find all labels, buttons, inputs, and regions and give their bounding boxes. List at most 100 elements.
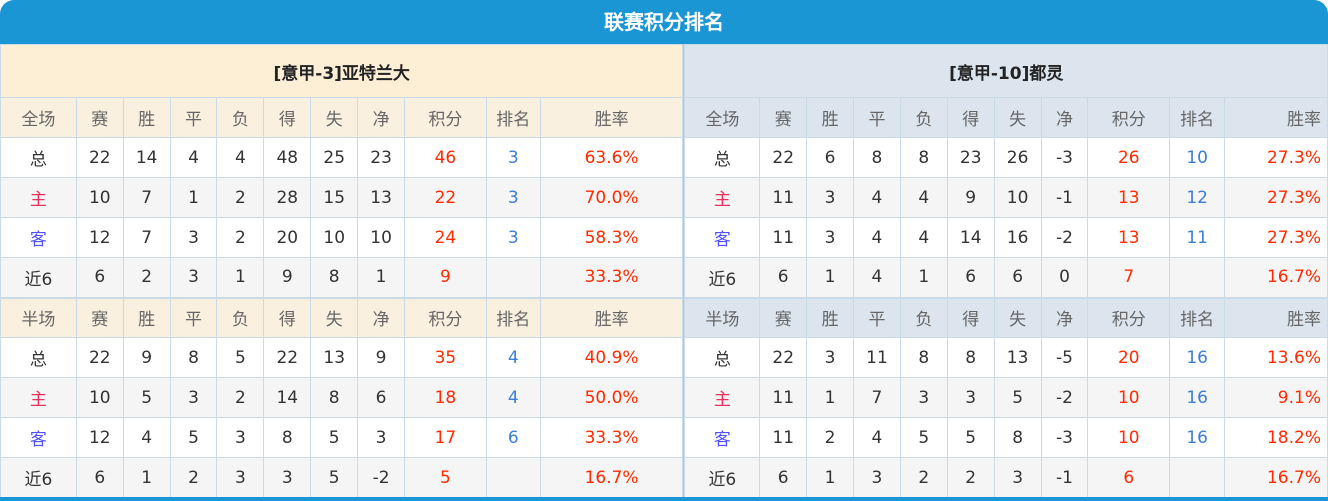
stat-cell: 11 [759, 417, 808, 458]
stat-cell: 25 [310, 137, 359, 178]
stat-cell: 11 [853, 337, 901, 378]
rank-cell [1169, 257, 1226, 298]
win-rate-cell: 33.3% [539, 257, 684, 298]
column-header: 净 [357, 97, 406, 138]
stat-cell: 1 [806, 377, 855, 418]
stat-cell: 4 [899, 177, 948, 218]
stat-cell: 13 [310, 337, 359, 378]
stat-cell: 6 [759, 457, 808, 497]
half-row-total: 总 22 3 11 8 8 13 -5 20 16 13.6% [684, 337, 1328, 378]
stat-cell: 14 [122, 137, 171, 178]
column-header: 失 [310, 296, 359, 338]
stat-cell: 4 [169, 137, 218, 178]
column-header: 净 [1040, 97, 1089, 138]
row-label: 客 [0, 217, 77, 258]
win-rate-cell: 50.0% [539, 377, 684, 418]
half-header-row: 半场赛胜平负得失净积分 排名 胜率 [684, 296, 1328, 338]
widget-title: 联赛积分排名 [0, 0, 1328, 44]
column-header: 平 [169, 296, 218, 338]
stat-cell: 1 [899, 257, 948, 298]
stat-cell: 2 [946, 457, 995, 497]
stat-cell: 22 [759, 337, 808, 378]
column-header: 失 [993, 97, 1042, 138]
full-header-row: 全场赛胜平负得失净积分 排名 胜率 [684, 97, 1328, 138]
column-header: 负 [216, 296, 265, 338]
stat-cell: 8 [993, 417, 1042, 458]
column-header: 排名 [1169, 296, 1226, 338]
stat-cell: 2 [899, 457, 948, 497]
stat-cell: 11 [759, 217, 808, 258]
stat-cell: 12 [75, 417, 124, 458]
stat-cell: 0 [1040, 257, 1089, 298]
column-header: 净 [357, 296, 406, 338]
rank-cell: 3 [485, 137, 541, 178]
row-label: 客 [684, 217, 761, 258]
stat-cell: -3 [1040, 417, 1089, 458]
rank-cell [1169, 457, 1226, 497]
column-header: 半场 [0, 296, 77, 338]
column-header: 排名 [485, 97, 541, 138]
column-header: 胜 [806, 97, 855, 138]
rank-cell: 10 [1169, 137, 1226, 178]
points-cell: 46 [404, 137, 487, 178]
rank-cell: 16 [1169, 377, 1226, 418]
stat-cell: 9 [263, 257, 312, 298]
column-header: 失 [310, 97, 359, 138]
row-label: 主 [684, 377, 761, 418]
stat-cell: 7 [853, 377, 901, 418]
stat-cell: 4 [853, 217, 901, 258]
stat-cell: 3 [946, 377, 995, 418]
stat-cell: 11 [759, 177, 808, 218]
stat-cell: 6 [357, 377, 406, 418]
stat-cell: -1 [1040, 457, 1089, 497]
column-header: 胜 [806, 296, 855, 338]
stat-cell: 28 [263, 177, 312, 218]
stat-cell: 8 [899, 337, 948, 378]
column-header: 积分 [404, 97, 487, 138]
column-header: 胜 [122, 97, 171, 138]
points-cell: 24 [404, 217, 487, 258]
points-cell: 10 [1087, 417, 1171, 458]
stat-cell: 14 [263, 377, 312, 418]
rank-cell [485, 457, 541, 497]
row-label: 总 [684, 337, 761, 378]
row-label: 总 [0, 137, 77, 178]
stat-cell: 4 [216, 137, 265, 178]
stat-cell: 22 [759, 137, 808, 178]
column-header: 负 [899, 296, 948, 338]
full-row-away: 客 11 3 4 4 14 16 -2 13 11 27.3% [684, 217, 1328, 258]
stat-cell: 8 [946, 337, 995, 378]
stat-cell: 8 [853, 137, 901, 178]
full-row-last6: 近6 6 1 4 1 6 6 0 7 16.7% [684, 257, 1328, 298]
stat-cell: 2 [169, 457, 218, 497]
points-cell: 10 [1087, 377, 1171, 418]
stat-cell: 1 [806, 457, 855, 497]
column-header: 赛 [75, 296, 124, 338]
win-rate-cell: 27.3% [1224, 177, 1328, 218]
column-header: 赛 [759, 296, 808, 338]
points-cell: 26 [1087, 137, 1171, 178]
stat-cell: 5 [993, 377, 1042, 418]
stat-cell: 10 [310, 217, 359, 258]
away-team-table: [意甲-10]都灵 全场赛胜平负得失净积分 排名 胜率总 22 6 8 8 23 26 -3 26 10… [684, 44, 1328, 497]
stat-cell: 1 [122, 457, 171, 497]
stat-cell: 5 [310, 457, 359, 497]
win-rate-cell: 16.7% [539, 457, 684, 497]
rank-cell: 11 [1169, 217, 1226, 258]
win-rate-cell: 27.3% [1224, 137, 1328, 178]
stat-cell: 9 [357, 337, 406, 378]
stat-cell: 4 [853, 177, 901, 218]
stat-cell: 2 [806, 417, 855, 458]
stat-cell: 6 [946, 257, 995, 298]
full-header-row: 全场赛胜平负得失净积分 排名 胜率 [0, 97, 684, 138]
column-header: 全场 [0, 97, 77, 138]
column-header: 积分 [404, 296, 487, 338]
column-header: 得 [263, 97, 312, 138]
stat-cell: 6 [75, 457, 124, 497]
row-label: 主 [684, 177, 761, 218]
column-header: 净 [1040, 296, 1089, 338]
row-label: 总 [0, 337, 77, 378]
row-label: 客 [0, 417, 77, 458]
away-team-panel: [意甲-10]都灵 全场赛胜平负得失净积分 排名 胜率总 22 6 8 8 23 26 -3 26 10… [683, 44, 1328, 497]
